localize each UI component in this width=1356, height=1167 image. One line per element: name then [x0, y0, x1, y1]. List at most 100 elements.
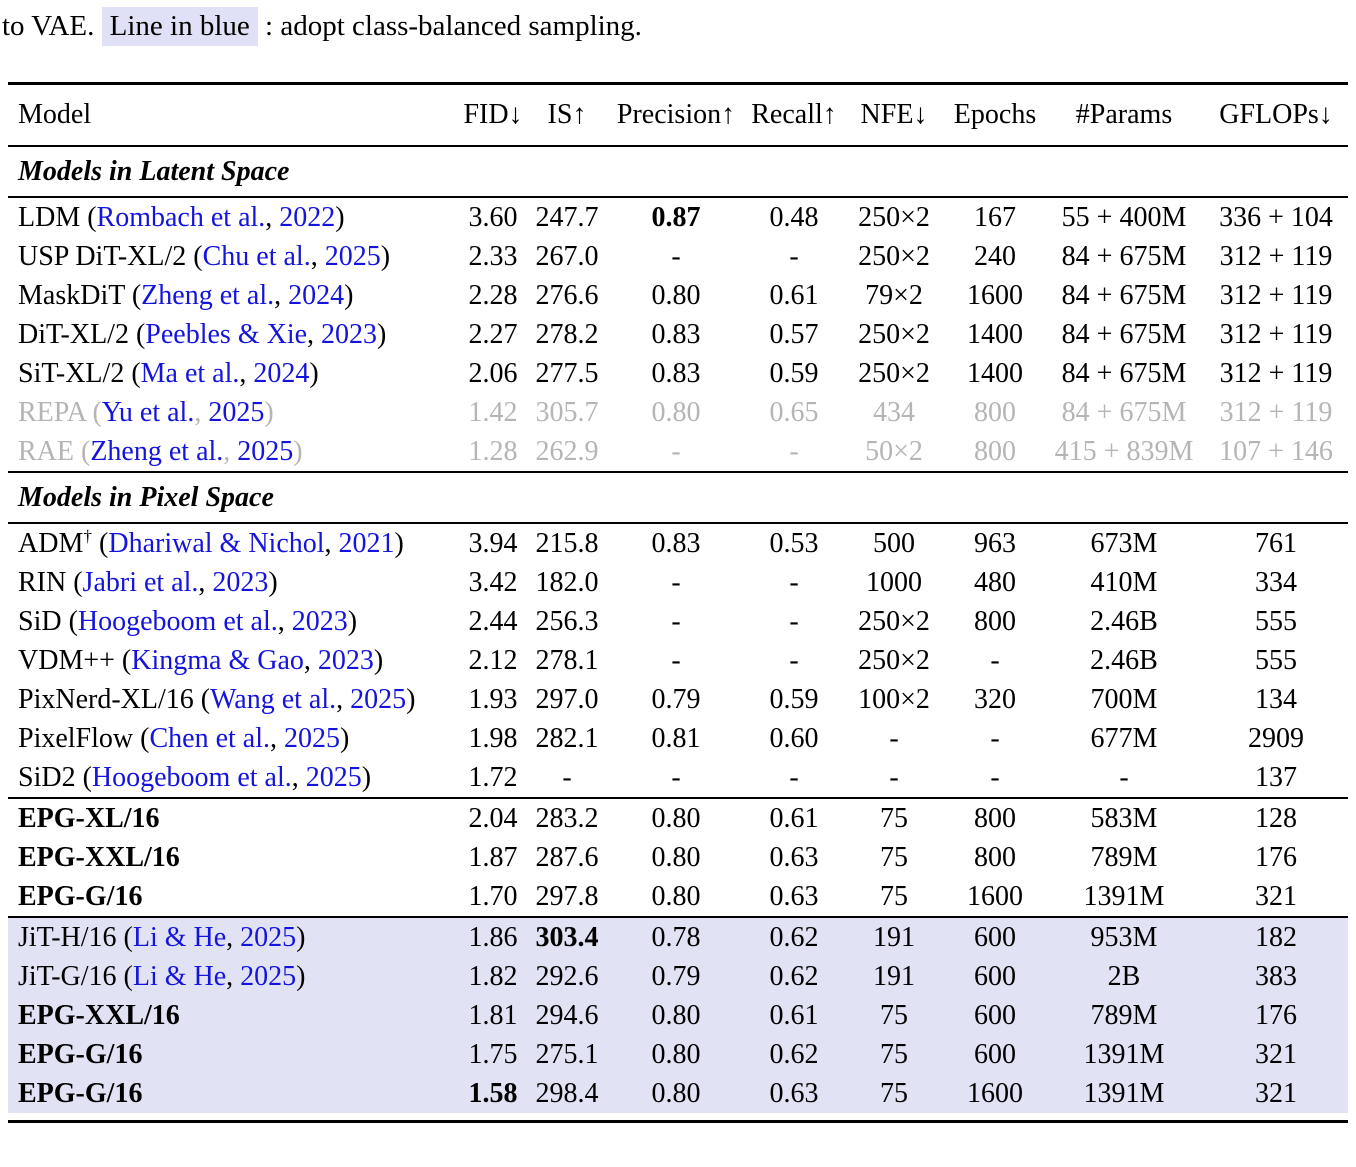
citation-link[interactable]: 2025: [284, 722, 340, 754]
value-cell: 287.6: [535, 841, 599, 873]
model-cell: EPG-G/16: [8, 1035, 458, 1074]
model-name-text: ,: [194, 396, 209, 428]
citation-link[interactable]: Yu et al.: [101, 396, 195, 428]
citation-link[interactable]: Chu et al.: [202, 240, 311, 272]
citation-link[interactable]: 2025: [208, 396, 265, 428]
model-cell: EPG-XXL/16: [8, 996, 458, 1035]
citation-link[interactable]: 2025: [237, 435, 294, 467]
value-cell: 2.33: [468, 240, 518, 272]
citation-link[interactable]: Li & He: [132, 921, 227, 953]
citation-link[interactable]: 2023: [321, 318, 378, 350]
model-name-text: PixelFlow (: [18, 722, 150, 754]
value-cell: 191: [873, 960, 915, 992]
value-cell: 2909: [1248, 722, 1304, 754]
citation-link[interactable]: 2022: [279, 201, 336, 233]
citation-link[interactable]: Li & He: [132, 960, 227, 992]
citation-link[interactable]: 2025: [305, 761, 362, 793]
model-name-text: EPG-G/16: [18, 1077, 143, 1109]
citation-link[interactable]: Rombach et al.: [96, 201, 266, 233]
value-cell: 250×2: [858, 318, 930, 350]
value-cell: 1400: [967, 318, 1023, 350]
value-cell: 0.63: [769, 1077, 819, 1109]
value-cell: 0.62: [769, 921, 819, 953]
value-cell: 415 + 839M: [1054, 435, 1194, 467]
value-cell: 1.72: [468, 761, 518, 793]
citation-link[interactable]: 2025: [240, 960, 297, 992]
value-cell: 0.61: [769, 802, 819, 834]
value-cell: 1391M: [1083, 880, 1165, 912]
citation-link[interactable]: 2025: [240, 921, 297, 953]
value-cell: 283.2: [535, 802, 599, 834]
model-name-text: VDM++ (: [18, 644, 132, 676]
caption-prefix: to VAE.: [2, 10, 102, 42]
citation-link[interactable]: 2025: [350, 683, 407, 715]
model-cell: EPG-G/16: [8, 1074, 458, 1113]
model-name-text: EPG-XXL/16: [18, 841, 180, 873]
model-name-text: ): [394, 527, 404, 559]
value-cell: 1.58: [468, 1077, 518, 1109]
model-cell: ADM† (Dhariwal & Nichol, 2021): [8, 523, 458, 563]
model-cell: MaskDiT (Zheng et al., 2024): [8, 276, 458, 315]
citation-link[interactable]: Peebles & Xie: [145, 318, 308, 350]
model-name-text: ,: [307, 318, 322, 350]
model-name-text: ): [377, 318, 387, 350]
value-cell: 1.42: [468, 396, 518, 428]
model-cell: VDM++ (Kingma & Gao, 2023): [8, 641, 458, 680]
citation-link[interactable]: Ma et al.: [140, 357, 240, 389]
model-name-text: EPG-XL/16: [18, 802, 160, 834]
model-cell: RAE (Zheng et al., 2025): [8, 432, 458, 472]
model-name-text: ): [406, 683, 416, 715]
model-cell: JiT-H/16 (Li & He, 2025): [8, 917, 458, 957]
model-name-text: ): [293, 435, 303, 467]
citation-link[interactable]: Wang et al.: [210, 683, 337, 715]
value-cell: 800: [974, 841, 1016, 873]
value-cell: -: [671, 435, 681, 467]
value-cell: 278.2: [535, 318, 599, 350]
citation-link[interactable]: 2024: [253, 357, 310, 389]
model-name-text: (: [81, 435, 91, 467]
citation-link[interactable]: 2023: [291, 605, 348, 637]
value-cell: 555: [1255, 644, 1297, 676]
model-name-text: ,: [270, 722, 284, 754]
model-name-text: JiT-G/16 (: [18, 960, 133, 992]
value-cell: 0.80: [651, 1077, 701, 1109]
model-name-text: ,: [291, 761, 306, 793]
model-cell: PixNerd-XL/16 (Wang et al., 2025): [8, 680, 458, 719]
model-name-text: ,: [324, 527, 339, 559]
citation-link[interactable]: Hoogeboom et al.: [91, 761, 292, 793]
model-cell: EPG-XXL/16: [8, 838, 458, 877]
model-name-text: RAE: [18, 435, 81, 467]
value-cell: 247.7: [535, 201, 599, 233]
model-name-text: ,: [223, 435, 238, 467]
citation-link[interactable]: Dhariwal & Nichol: [108, 527, 325, 559]
value-cell: 0.63: [769, 880, 819, 912]
value-cell: 700M: [1090, 683, 1158, 715]
value-cell: 1.75: [468, 1038, 518, 1070]
citation-link[interactable]: Jabri et al.: [82, 566, 199, 598]
citation-link[interactable]: Kingma & Gao: [131, 644, 304, 676]
value-cell: 789M: [1090, 999, 1158, 1031]
citation-link[interactable]: Zheng et al.: [90, 435, 224, 467]
citation-link[interactable]: Zheng et al.: [141, 279, 275, 311]
value-cell: 800: [974, 435, 1016, 467]
citation-link[interactable]: 2023: [317, 644, 374, 676]
model-cell: DiT-XL/2 (Peebles & Xie, 2023): [8, 315, 458, 354]
model-name-text: ): [344, 279, 354, 311]
citation-link[interactable]: Hoogeboom et al.: [77, 605, 278, 637]
value-cell: 298.4: [535, 1077, 599, 1109]
value-cell: 0.79: [651, 960, 701, 992]
model-name-text: LDM (: [18, 201, 97, 233]
citation-link[interactable]: Chen et al.: [149, 722, 270, 754]
value-cell: 0.53: [769, 527, 819, 559]
model-name-text: ,: [198, 566, 213, 598]
model-cell: EPG-G/16: [8, 877, 458, 917]
citation-link[interactable]: 2025: [324, 240, 381, 272]
value-cell: 250×2: [858, 605, 930, 637]
bottom-spacer-cell: [8, 1113, 1348, 1122]
citation-link[interactable]: 2021: [338, 527, 395, 559]
citation-link[interactable]: 2023: [212, 566, 269, 598]
citation-link[interactable]: 2024: [288, 279, 345, 311]
column-header-is: IS↑: [547, 99, 587, 130]
value-cell: 1.82: [468, 960, 518, 992]
value-cell: 2.27: [468, 318, 518, 350]
